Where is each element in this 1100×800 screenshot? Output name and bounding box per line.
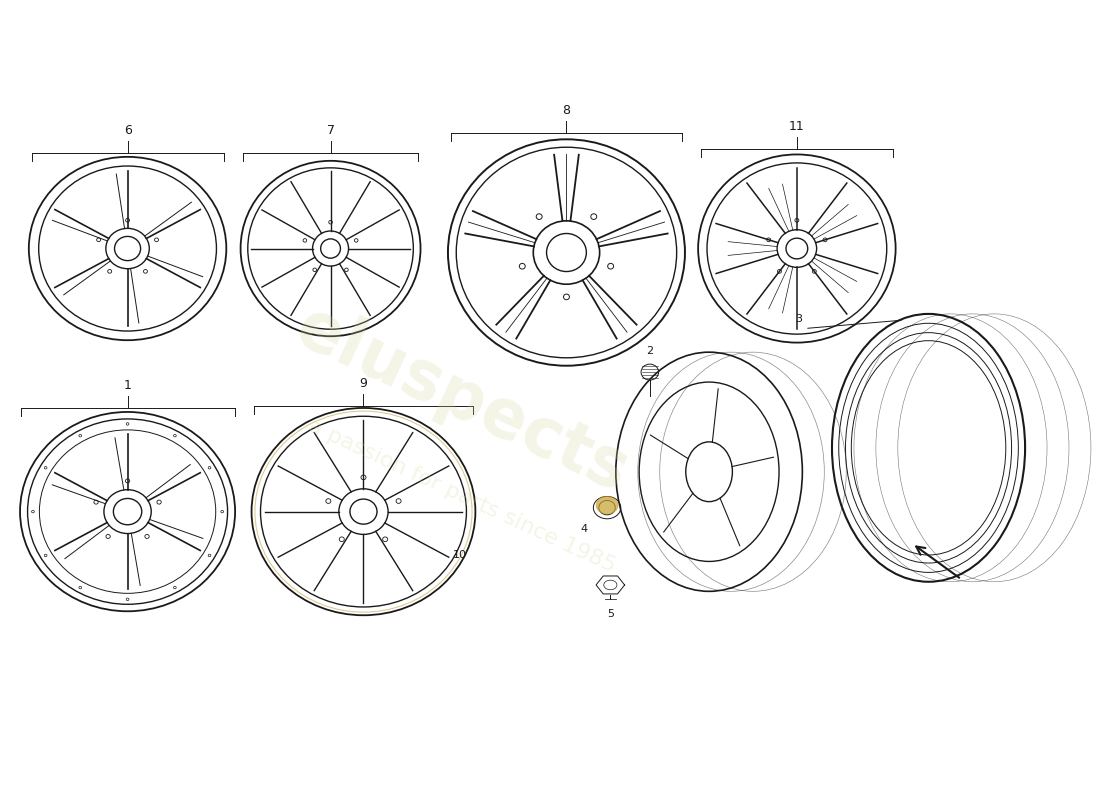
Text: 10: 10 (453, 550, 468, 560)
Text: 11: 11 (789, 120, 805, 133)
Text: 3: 3 (795, 314, 802, 324)
Text: 9: 9 (360, 377, 367, 390)
Text: 6: 6 (123, 124, 132, 137)
Text: 1: 1 (123, 379, 132, 392)
Text: a passion for parts since 1985: a passion for parts since 1985 (306, 415, 619, 576)
Ellipse shape (596, 497, 618, 514)
Text: eluspects: eluspects (286, 294, 639, 506)
Text: 5: 5 (607, 609, 614, 619)
Text: 8: 8 (562, 104, 571, 117)
Text: 7: 7 (327, 124, 334, 137)
Text: 4: 4 (580, 523, 587, 534)
Text: 2: 2 (647, 346, 653, 356)
